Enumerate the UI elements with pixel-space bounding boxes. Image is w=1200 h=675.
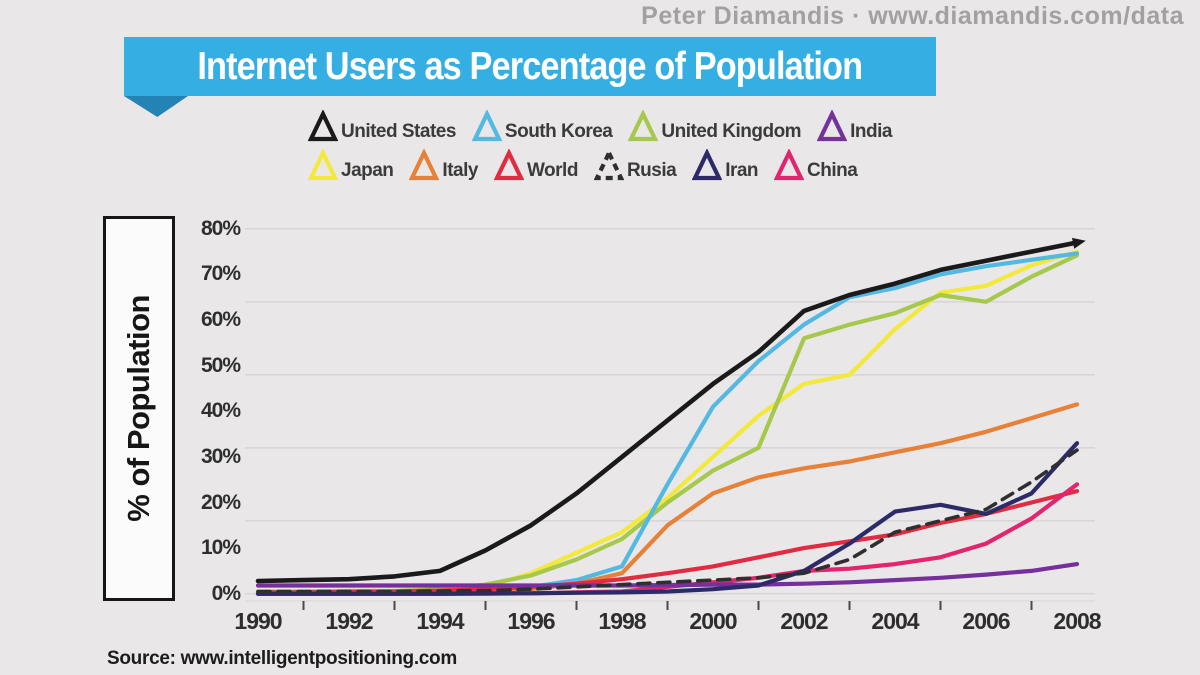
legend-item-south-korea: South Korea [471, 110, 613, 142]
y-axis-tick-label: 40% [200, 399, 241, 423]
y-axis-tick-label: 80% [200, 216, 241, 240]
triangle-icon-india [817, 110, 848, 142]
y-axis-tick-label: 70% [200, 262, 241, 286]
title-banner: Internet Users as Percentage of Populati… [124, 37, 936, 96]
credit-text: Peter Diamandis · www.diamandis.com/data [641, 2, 1184, 30]
x-axis-tick-label: 1992 [325, 608, 373, 634]
triangle-icon-south-korea [471, 110, 502, 142]
x-axis-tick-label: 2006 [962, 608, 1010, 634]
legend-row-1: United States South Korea United Kingdom In… [308, 110, 908, 142]
triangle-icon-united-kingdom [628, 110, 659, 142]
series-line-world [255, 489, 1080, 595]
legend-row-2: Japan Italy World Rusia Iran China [308, 149, 908, 181]
series-line-iran [255, 441, 1080, 596]
triangle-icon-united-states [308, 110, 338, 142]
triangle-icon-world [493, 149, 524, 181]
legend-item-label: United States [341, 121, 456, 142]
x-axis-tick-label: 2008 [1053, 608, 1101, 634]
legend-item-united-states: United States [308, 110, 456, 142]
source-text: Source: www.intelligentpositioning.com [107, 648, 457, 669]
legend-item-italy: Italy [409, 149, 478, 181]
x-axis-tick-label: 1990 [234, 608, 282, 634]
y-axis-tick-label: 10% [200, 536, 241, 560]
series-line-rusia [256, 448, 1079, 594]
legend-item-label: South Korea [504, 121, 613, 142]
legend-item-japan: Japan [308, 149, 394, 181]
legend-item-iran: Iran [692, 149, 759, 181]
triangle-icon-china [774, 149, 805, 181]
legend-item-rusia: Rusia [593, 149, 677, 181]
y-axis-tick-label: 30% [200, 444, 241, 468]
legend-item-label: India [850, 121, 892, 142]
series-line-united-kingdom [255, 253, 1080, 594]
y-axis-tick-label: 20% [200, 490, 241, 514]
legend-item-label: United Kingdom [661, 121, 802, 142]
triangle-icon-italy [409, 149, 440, 181]
triangle-icon-japan [308, 149, 338, 181]
series-line-india [255, 561, 1080, 588]
x-axis-tick-label: 1998 [598, 608, 646, 634]
legend-item-china: China [774, 149, 858, 181]
x-axis-tick-label: 2002 [780, 608, 828, 634]
legend-item-united-kingdom: United Kingdom [628, 110, 802, 142]
x-axis-tick-label: 1994 [416, 608, 464, 634]
y-axis-label-box: % of Population [103, 216, 175, 601]
legend-item-label: Italy [442, 160, 478, 181]
x-axis-tick-label: 2000 [689, 608, 737, 634]
legend-item-label: China [807, 160, 858, 181]
y-axis-tick-label: 50% [200, 353, 241, 377]
legend-item-label: Japan [341, 160, 394, 181]
us-line-arrowhead-icon [1072, 237, 1086, 249]
x-axis-tick-label: 2004 [871, 608, 919, 634]
legend-item-label: World [526, 160, 578, 181]
chart-legend: United States South Korea United Kingdom In… [308, 110, 908, 188]
series-line-united-states [255, 240, 1080, 584]
x-axis-tick-label: 1996 [507, 608, 555, 634]
legend-item-world: World [493, 149, 578, 181]
legend-item-label: Rusia [626, 160, 677, 181]
triangle-icon-rusia [593, 149, 624, 181]
y-axis-tick-label: 60% [200, 308, 241, 332]
y-axis-tick-label: 0% [211, 581, 241, 605]
legend-item-label: Iran [725, 160, 759, 181]
page-title: Internet Users as Percentage of Populati… [197, 44, 864, 88]
triangle-icon-iran [692, 149, 723, 181]
legend-item-india: India [817, 110, 892, 142]
